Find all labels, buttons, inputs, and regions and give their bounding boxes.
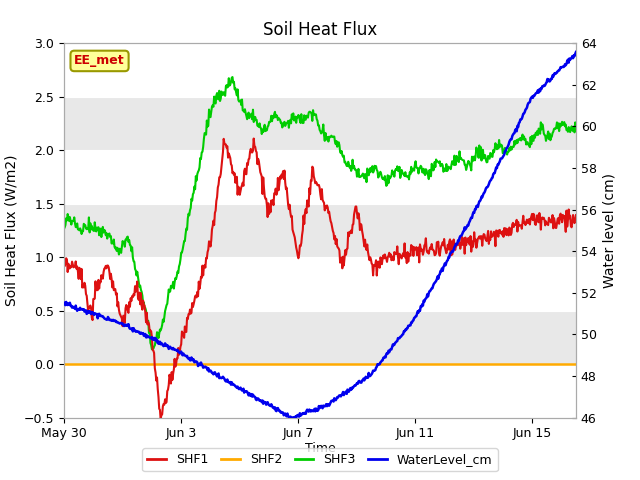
Legend: SHF1, SHF2, SHF3, WaterLevel_cm: SHF1, SHF2, SHF3, WaterLevel_cm (142, 448, 498, 471)
Y-axis label: Soil Heat Flux (W/m2): Soil Heat Flux (W/m2) (4, 155, 18, 306)
Y-axis label: Water level (cm): Water level (cm) (602, 173, 616, 288)
Bar (64, 311, 576, 364)
Bar (64, 43, 576, 96)
X-axis label: Time: Time (305, 442, 335, 455)
Bar (64, 257, 576, 311)
Bar (64, 150, 576, 204)
Bar (64, 364, 576, 418)
Text: EE_met: EE_met (74, 54, 125, 67)
Title: Soil Heat Flux: Soil Heat Flux (263, 21, 377, 39)
Bar (64, 96, 576, 150)
Bar (64, 204, 576, 257)
